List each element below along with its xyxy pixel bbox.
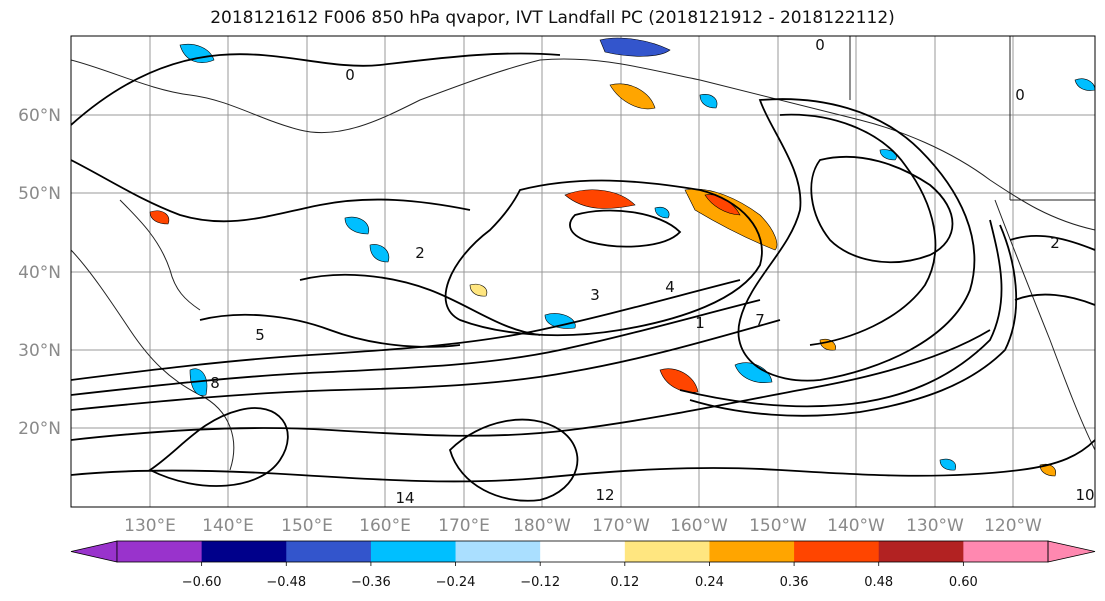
anomaly-patches	[149, 37, 1095, 477]
contour-label: 8	[210, 374, 220, 392]
colorbar-extend-low	[70, 540, 118, 563]
contour-label: 0	[345, 66, 355, 84]
contour-label: 10	[1075, 486, 1094, 504]
colorbar-tick-label: 0.36	[780, 575, 809, 590]
contour-label: 14	[395, 489, 414, 507]
colorbar-tick-label: 0.24	[695, 575, 724, 590]
lon-label: 130°W	[906, 516, 964, 536]
contour-label: 3	[590, 286, 600, 304]
lat-label: 20°N	[18, 419, 61, 439]
colorbar-tick-label: −0.12	[520, 575, 560, 590]
latitude-labels: 60°N 50°N 40°N 30°N 20°N	[18, 106, 61, 439]
colorbar-tick-label: 0.60	[949, 575, 978, 590]
colorbar-swatch	[201, 541, 287, 562]
contour-label: 5	[255, 326, 265, 344]
colorbar-swatch	[455, 541, 541, 562]
colorbar-swatch	[878, 541, 964, 562]
contour-label: 4	[665, 278, 675, 296]
lat-label: 50°N	[18, 184, 61, 204]
colorbar-tick-label: −0.24	[436, 575, 476, 590]
lat-label: 40°N	[18, 263, 61, 283]
contour-label: 2	[415, 244, 425, 262]
colorbar-swatch	[624, 541, 710, 562]
lon-label: 160°W	[670, 516, 728, 536]
lon-label: 170°E	[438, 516, 490, 536]
colorbar-tick-label: −0.36	[351, 575, 391, 590]
colorbar-swatch	[117, 541, 203, 562]
lat-label: 30°N	[18, 341, 61, 361]
colorbar-extend-high	[1047, 540, 1096, 563]
colorbar-frame	[116, 540, 1049, 563]
contour-label: 0	[815, 36, 825, 54]
lon-label: 150°E	[281, 516, 333, 536]
lon-label: 180°W	[513, 516, 571, 536]
contour-label: 2	[1050, 234, 1060, 252]
contour-label: 1	[695, 314, 705, 332]
ivt-contours	[71, 52, 1095, 502]
colorbar-swatch	[370, 541, 457, 562]
colorbar-swatch	[709, 541, 795, 562]
longitude-labels: 130°E 140°E 150°E 160°E 170°E 180°W 170°W 160°W…	[124, 516, 1042, 536]
contour-label: 12	[595, 486, 614, 504]
colorbar-tick-label: 0.48	[864, 575, 893, 590]
lon-label: 170°W	[592, 516, 650, 536]
lat-label: 60°N	[18, 106, 61, 126]
colorbar-tick-label: 0.12	[610, 575, 639, 590]
map-frame	[70, 35, 1096, 508]
lon-label: 140°E	[202, 516, 254, 536]
colorbar-swatch	[286, 541, 372, 562]
colorbar-swatch	[794, 541, 880, 562]
colorbar: −0.60 −0.48 −0.36 −0.24 −0.12 0.12 0.24 0.36 0.4…	[70, 540, 1096, 590]
lon-label: 130°E	[124, 516, 176, 536]
colorbar-tick-label: −0.48	[266, 575, 306, 590]
lon-label: 140°W	[827, 516, 885, 536]
colorbar-tick-label: −0.60	[182, 575, 222, 590]
colorbar-swatch	[963, 541, 1049, 562]
map-title: 2018121612 F006 850 hPa qvapor, IVT Land…	[210, 8, 895, 28]
contour-label: 7	[755, 311, 765, 329]
lon-label: 160°E	[359, 516, 411, 536]
lon-label: 150°W	[749, 516, 807, 536]
contour-label: 0	[1015, 86, 1025, 104]
lon-label: 120°W	[984, 516, 1042, 536]
colorbar-swatch	[540, 541, 626, 562]
